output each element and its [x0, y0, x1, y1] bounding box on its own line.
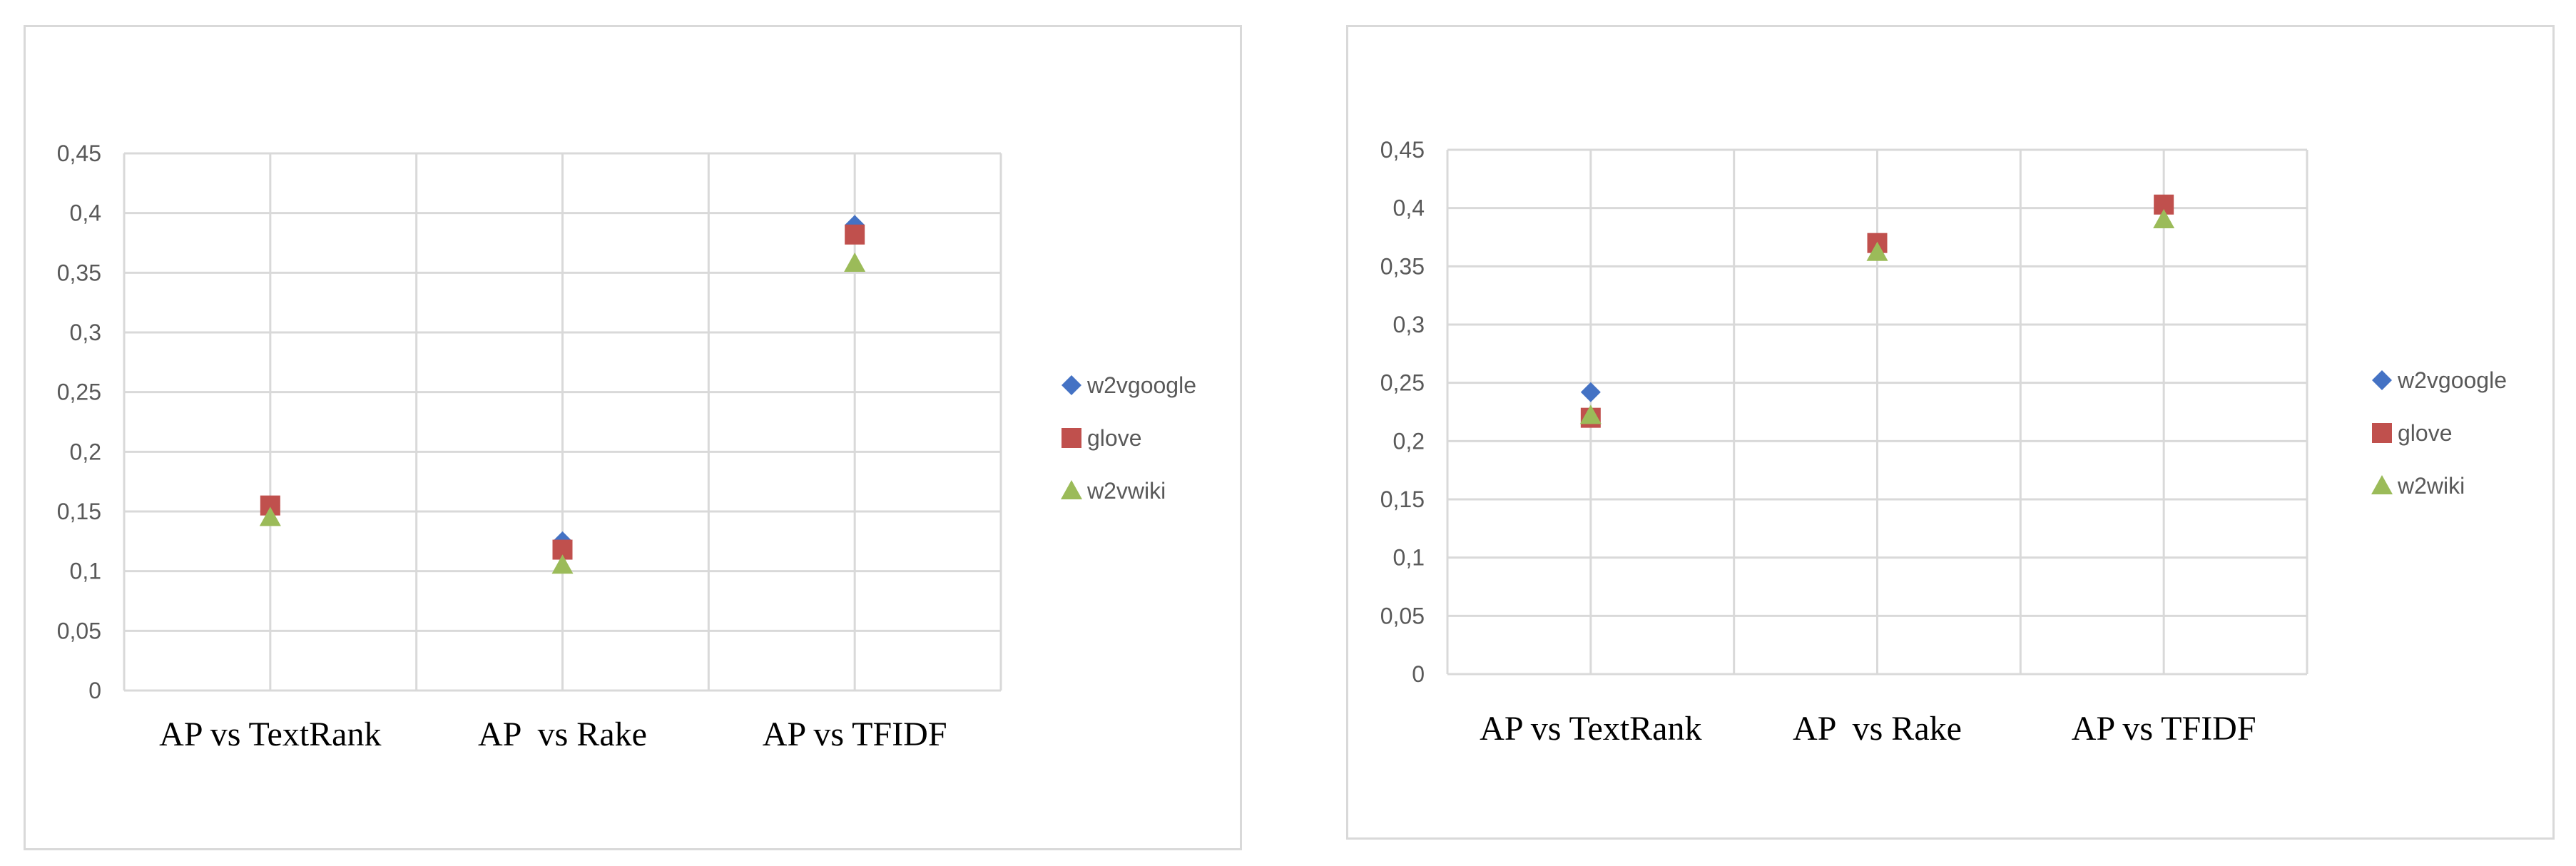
chart-right-svg: 0 0,05 0,1 0,15 0,2 0,25 0,3 0,35 0,4 0,45 AP vs T… [1380, 137, 2507, 748]
y-tick-label: 0,35 [1380, 253, 1425, 279]
y-tick-label: 0,2 [70, 439, 101, 464]
y-tick-label: 0 [88, 678, 101, 703]
y-tick-label: 0,05 [1380, 603, 1425, 628]
point-w2vwiki-1 [551, 554, 574, 574]
point-w2wiki-2 [2153, 209, 2175, 228]
y-tick-label: 0,4 [1393, 195, 1425, 221]
legend-marker-glove [1062, 428, 1081, 448]
chart-left-svg: 0 0,05 0,1 0,15 0,2 0,25 0,3 0,35 0,4 0,45 AP vs T… [57, 141, 1196, 753]
x-category-label: AP vs TextRank [159, 715, 381, 753]
legend-marker-w2vgoogle [1062, 375, 1081, 395]
y-tick-label: 0,15 [57, 499, 101, 524]
legend-label: w2vgoogle [1086, 372, 1196, 398]
y-tick-label: 0,1 [70, 559, 101, 584]
legend-marker-w2vwiki [1061, 480, 1082, 499]
x-category-label: AP vs TFIDF [763, 715, 947, 753]
y-tick-label: 0,3 [70, 320, 101, 345]
chart-right: 0 0,05 0,1 0,15 0,2 0,25 0,3 0,35 0,4 0,45 AP vs T… [1346, 25, 2555, 840]
x-category-label: AP vs Rake [478, 715, 647, 753]
legend-marker-w2vgoogle [2372, 370, 2392, 390]
legend-label: glove [1087, 425, 1142, 451]
point-glove-2 [845, 224, 865, 245]
y-tick-label: 0,2 [1393, 428, 1425, 454]
y-tick-label: 0,1 [1393, 545, 1425, 571]
chart-left: 0 0,05 0,1 0,15 0,2 0,25 0,3 0,35 0,4 0,45 AP vs T… [24, 25, 1242, 850]
y-tick-label: 0,3 [1393, 312, 1425, 337]
legend-label: glove [2398, 420, 2453, 446]
point-w2vwiki-2 [844, 252, 866, 272]
y-tick-label: 0,15 [1380, 487, 1425, 512]
y-tick-label: 0,35 [57, 260, 101, 285]
y-tick-label: 0,25 [1380, 370, 1425, 396]
legend-label: w2vwiki [1086, 478, 1166, 504]
point-w2vgoogle-0 [1580, 382, 1601, 402]
legend-label: w2vgoogle [2397, 367, 2507, 393]
point-w2wiki-1 [1866, 241, 1888, 261]
y-tick-label: 0 [1412, 661, 1425, 687]
y-tick-label: 0,45 [1380, 137, 1425, 163]
legend-marker-w2wiki [2371, 475, 2393, 494]
x-category-label: AP vs TextRank [1480, 710, 1701, 748]
y-tick-label: 0,25 [57, 379, 101, 405]
y-tick-label: 0,45 [57, 141, 101, 166]
y-tick-label: 0,4 [70, 200, 101, 226]
y-tick-label: 0,05 [57, 618, 101, 643]
legend-label: w2wiki [2397, 473, 2465, 499]
legend-marker-glove [2372, 423, 2392, 443]
x-category-label: AP vs TFIDF [2072, 710, 2256, 748]
point-w2wiki-0 [1579, 404, 1602, 424]
point-w2vwiki-0 [259, 506, 281, 526]
x-category-label: AP vs Rake [1793, 710, 1962, 748]
